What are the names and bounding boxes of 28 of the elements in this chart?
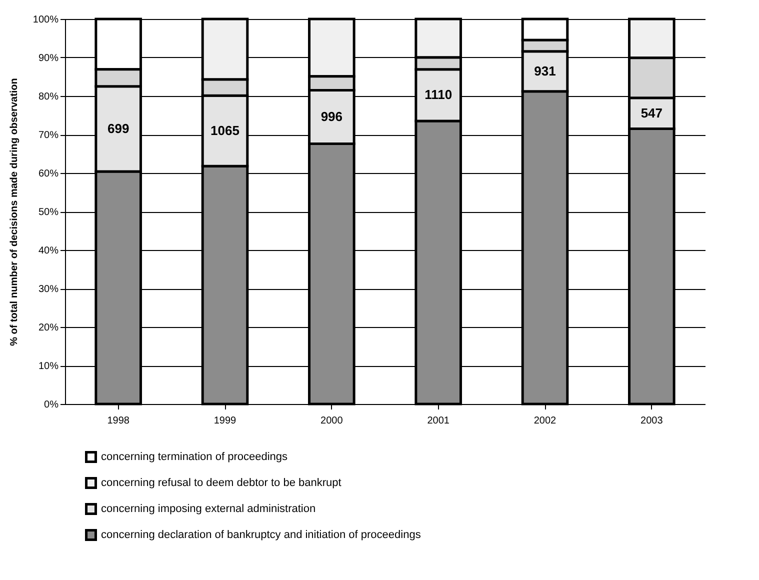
y-tick-label: 90% <box>38 53 59 64</box>
legend-label: concerning termination of proceedings <box>101 451 288 463</box>
y-tick-label: 30% <box>38 284 59 295</box>
annotation: 1065 <box>210 122 240 138</box>
annotation: 996 <box>320 108 343 124</box>
annotation: 1110 <box>424 87 452 102</box>
annotation: 931 <box>534 63 556 78</box>
y-tick-label: 80% <box>38 92 59 102</box>
y-axis-title: % of total number of decisions made during observation <box>8 78 20 346</box>
x-tick-label: 2001 <box>427 416 450 426</box>
legend-label: concerning declaration of bankruptcy and initiation of proceedings <box>101 529 422 541</box>
legend-label: concerning refusal to deem debtor to be bankrupt <box>101 477 342 489</box>
annotation: 547 <box>640 105 663 120</box>
y-tick-label: 0% <box>44 400 59 410</box>
y-tick-label: 100% <box>32 14 59 26</box>
y-tick-label: 20% <box>38 322 59 334</box>
x-tick-label: 2000 <box>320 416 344 426</box>
x-tick-label: 1999 <box>214 416 237 426</box>
x-tick-label: 2003 <box>640 416 664 426</box>
legend-label: concerning imposing external administration <box>101 503 316 515</box>
y-tick-label: 10% <box>38 361 59 372</box>
x-tick-label: 1998 <box>107 416 130 426</box>
y-tick-label: 70% <box>38 130 59 141</box>
y-tick-label: 60% <box>38 168 59 180</box>
x-tick-label: 2002 <box>534 416 557 426</box>
annotation: 699 <box>107 120 130 136</box>
y-tick-label: 50% <box>38 207 59 218</box>
y-tick-label: 40% <box>38 246 59 256</box>
